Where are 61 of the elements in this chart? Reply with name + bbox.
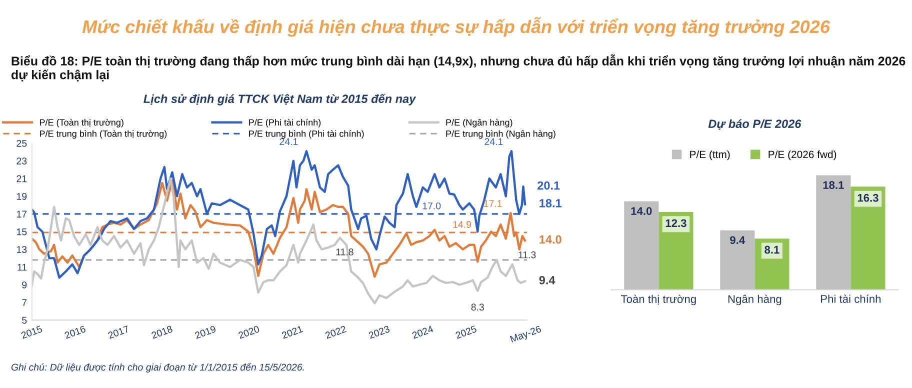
y-tick-label: 11 — [18, 264, 27, 271]
y-tick-label: 5 — [22, 316, 27, 324]
annotation: 14.9 — [453, 221, 471, 228]
data-label: 8.1 — [764, 246, 780, 254]
annotation: 11.8 — [336, 248, 354, 256]
legend-label: P/E (Ngân hàng) — [446, 118, 512, 128]
annotation: 14.0 — [540, 235, 562, 244]
legend-label: P/E (ttm) — [690, 150, 730, 160]
legend-label: P/E trung bình (Phi tài chính) — [249, 130, 364, 139]
x-tick-label: 2021 — [281, 325, 304, 339]
legend-label: P/E trung bình (Ngân hàng) — [446, 130, 556, 139]
data-label: 14.0 — [631, 207, 652, 215]
data-label: 18.1 — [823, 181, 844, 189]
data-label: 12.3 — [666, 219, 686, 228]
legend-label: P/E (2026 fwd) — [768, 150, 836, 160]
data-label: 16.3 — [858, 194, 878, 202]
x-tick-label: 2017 — [108, 325, 130, 339]
y-tick-label: 9 — [22, 281, 27, 288]
x-tick-label: 2018 — [151, 325, 173, 339]
bar — [816, 175, 851, 290]
y-tick-label: 13 — [16, 246, 27, 253]
annotation: 24.1 — [484, 138, 503, 145]
x-tick-label: 2015 — [20, 325, 43, 339]
x-tick-label: 2024 — [412, 325, 434, 339]
y-tick-label: 19 — [16, 192, 27, 200]
y-tick-label: 7 — [22, 299, 27, 306]
x-tick-label: 2016 — [64, 325, 86, 339]
y-tick-label: 21 — [16, 175, 27, 182]
annotation: 24.1 — [280, 138, 298, 145]
x-tick-label: 2019 — [194, 325, 216, 339]
bar — [850, 186, 886, 290]
annotation: 17.0 — [422, 202, 441, 210]
text: Ghi chú: Dữ liệu được tính cho giai đoạn từ 1/1/2015 đến 15/5/2026. — [11, 363, 304, 373]
chart-title: Dự báo P/E 2026 — [708, 119, 802, 130]
x-tick-label: Toàn thị trường — [620, 294, 696, 306]
x-tick-label: Phi tài chính — [821, 294, 881, 303]
text: Biểu đồ 18: P/E toàn thị trường đang thấp hơn mức trung bình dài hạn (14,9x), nhưng chưa đủ hấp dẫn khi triển vọng tăng trưởng lợi nhuận năm 2026 dự kiến chậm lại — [11, 54, 906, 82]
legend-label: P/E trung bình (Toàn thị trường) — [40, 130, 167, 139]
y-tick-label: 17 — [16, 210, 27, 218]
text: Mức chiết khấu về định giá hiện chưa thực sự hấp dẫn với triển vọng tăng trưởng 2026 — [82, 17, 830, 37]
annotation: 11.3 — [518, 251, 536, 258]
y-tick-label: 25 — [16, 140, 27, 147]
annotation: 8.3 — [471, 304, 484, 311]
y-tick-label: 15 — [16, 228, 27, 236]
chart-title: Lịch sử định giá TTCK Việt Nam từ 2015 đến nay — [144, 94, 416, 106]
bar — [624, 201, 659, 290]
x-tick-label: 2025 — [455, 325, 477, 339]
x-tick-label: Ngân hàng — [728, 294, 782, 306]
x-tick-label: 2020 — [238, 325, 260, 339]
annotation: 20.1 — [538, 181, 560, 190]
x-tick-label: 2022 — [324, 325, 347, 339]
x-tick-label: May-26 — [510, 325, 542, 344]
legend-label: P/E (Toàn thị trường) — [40, 118, 124, 128]
bar — [720, 230, 755, 290]
annotation: 17.1 — [484, 200, 502, 207]
x-tick-label: 2023 — [368, 325, 390, 339]
annotation: 18.1 — [540, 199, 562, 208]
annotation: 9.4 — [539, 276, 556, 284]
data-label: 9.4 — [730, 236, 746, 244]
y-tick-label: 23 — [16, 158, 27, 164]
legend-label: P/E (Phi tài chính) — [249, 118, 321, 128]
